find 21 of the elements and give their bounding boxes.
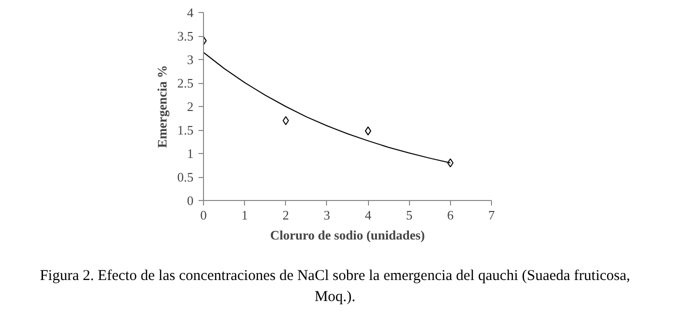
- y-tick-label: 3.5: [177, 28, 194, 44]
- x-axis-title: Cloruro de sodio (unidades): [270, 228, 425, 242]
- y-tick-label: 4: [187, 5, 194, 20]
- y-tick-label: 0.5: [177, 170, 194, 184]
- x-tick-label: 0: [200, 208, 207, 222]
- x-tick-label: 4: [364, 208, 372, 222]
- x-tick-label: 5: [406, 208, 412, 222]
- y-tick-label: 3: [187, 52, 194, 67]
- y-tick-label: 2: [187, 99, 194, 114]
- x-tick-label: 3: [324, 208, 330, 222]
- y-tick-label: 0: [187, 193, 194, 208]
- y-tick-label: 1.5: [177, 122, 194, 138]
- y-tick-label: 2.5: [177, 76, 194, 90]
- x-tick-label: 6: [447, 208, 454, 222]
- y-tick-label: 1: [187, 146, 194, 161]
- x-tick-label: 7: [488, 208, 496, 222]
- text: Figura 2. Efecto de las concentraciones de NaCl sobre la emergencia del qauchi (Suaeda fruticosa, Moq.).: [38, 267, 632, 308]
- y-axis-title: Emergencia %: [154, 65, 170, 148]
- x-tick-label: 1: [241, 208, 248, 222]
- point: [364, 126, 372, 136]
- x-tick-label: 2: [282, 208, 290, 222]
